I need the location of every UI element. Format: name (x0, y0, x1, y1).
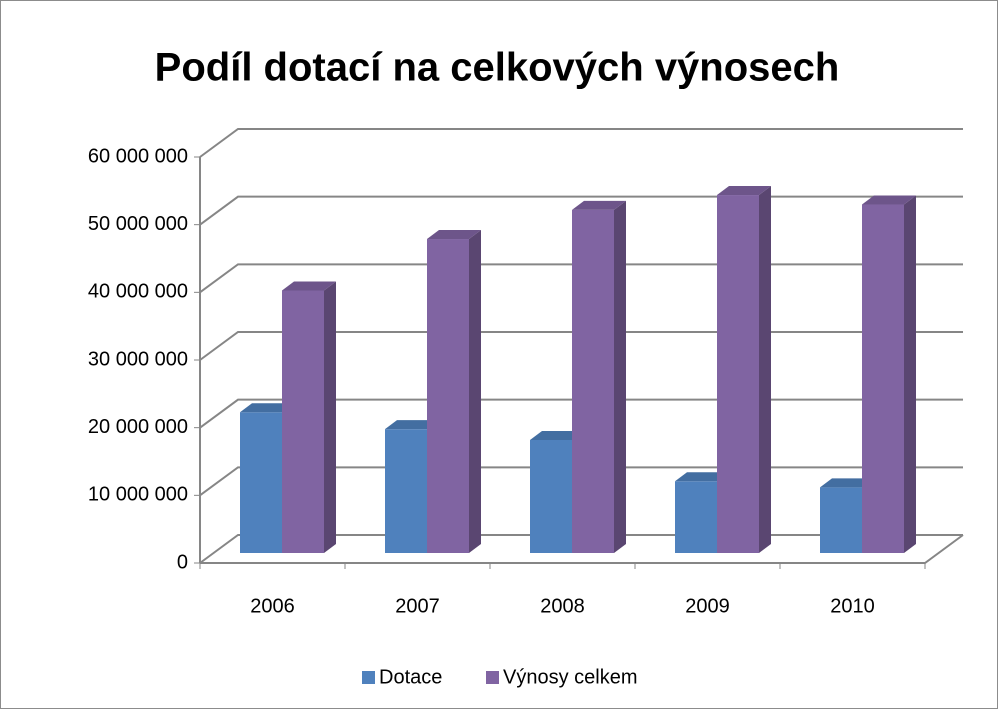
bar-top (282, 281, 336, 291)
grid-line (199, 128, 963, 158)
legend-swatch (486, 671, 499, 684)
bar (675, 481, 717, 553)
bar (385, 429, 427, 553)
bar (427, 239, 469, 553)
x-tick-label: 2007 (395, 595, 440, 617)
bar (530, 439, 572, 553)
bar (572, 209, 614, 553)
bar (862, 204, 904, 553)
bar-top (820, 478, 874, 488)
bar-side (324, 281, 336, 553)
bar (240, 412, 282, 553)
bar-top (572, 200, 626, 210)
bar (820, 487, 862, 553)
bar-side (614, 200, 626, 553)
bar-top (530, 430, 584, 440)
y-tick-label: 40 000 000 (88, 281, 188, 303)
bar-top (717, 186, 771, 196)
legend-label: Výnosy celkem (503, 666, 638, 688)
bar (282, 290, 324, 553)
y-tick-label: 0 (177, 551, 188, 573)
x-tick-label: 2006 (250, 595, 295, 617)
bar-top (675, 472, 729, 482)
y-tick-label: 50 000 000 (88, 213, 188, 235)
y-tick-label: 30 000 000 (88, 348, 188, 370)
y-tick-label: 10 000 000 (88, 484, 188, 506)
x-tick-label: 2009 (685, 595, 730, 617)
chart-title: Podíl dotací na celkových výnosech (155, 46, 840, 90)
bar-top (862, 195, 916, 205)
bar-side (759, 186, 771, 553)
bar-side (904, 195, 916, 553)
x-tick-label: 2008 (540, 595, 585, 617)
legend-swatch (362, 671, 375, 684)
legend-label: Dotace (379, 666, 442, 688)
bar-top (240, 403, 294, 413)
y-tick-label: 20 000 000 (88, 416, 188, 438)
bar-side (469, 230, 481, 553)
y-tick-label: 60 000 000 (88, 145, 188, 167)
x-tick-label: 2010 (830, 595, 875, 617)
bar (717, 195, 759, 553)
bar-top (385, 420, 439, 430)
bar-top (427, 230, 481, 240)
